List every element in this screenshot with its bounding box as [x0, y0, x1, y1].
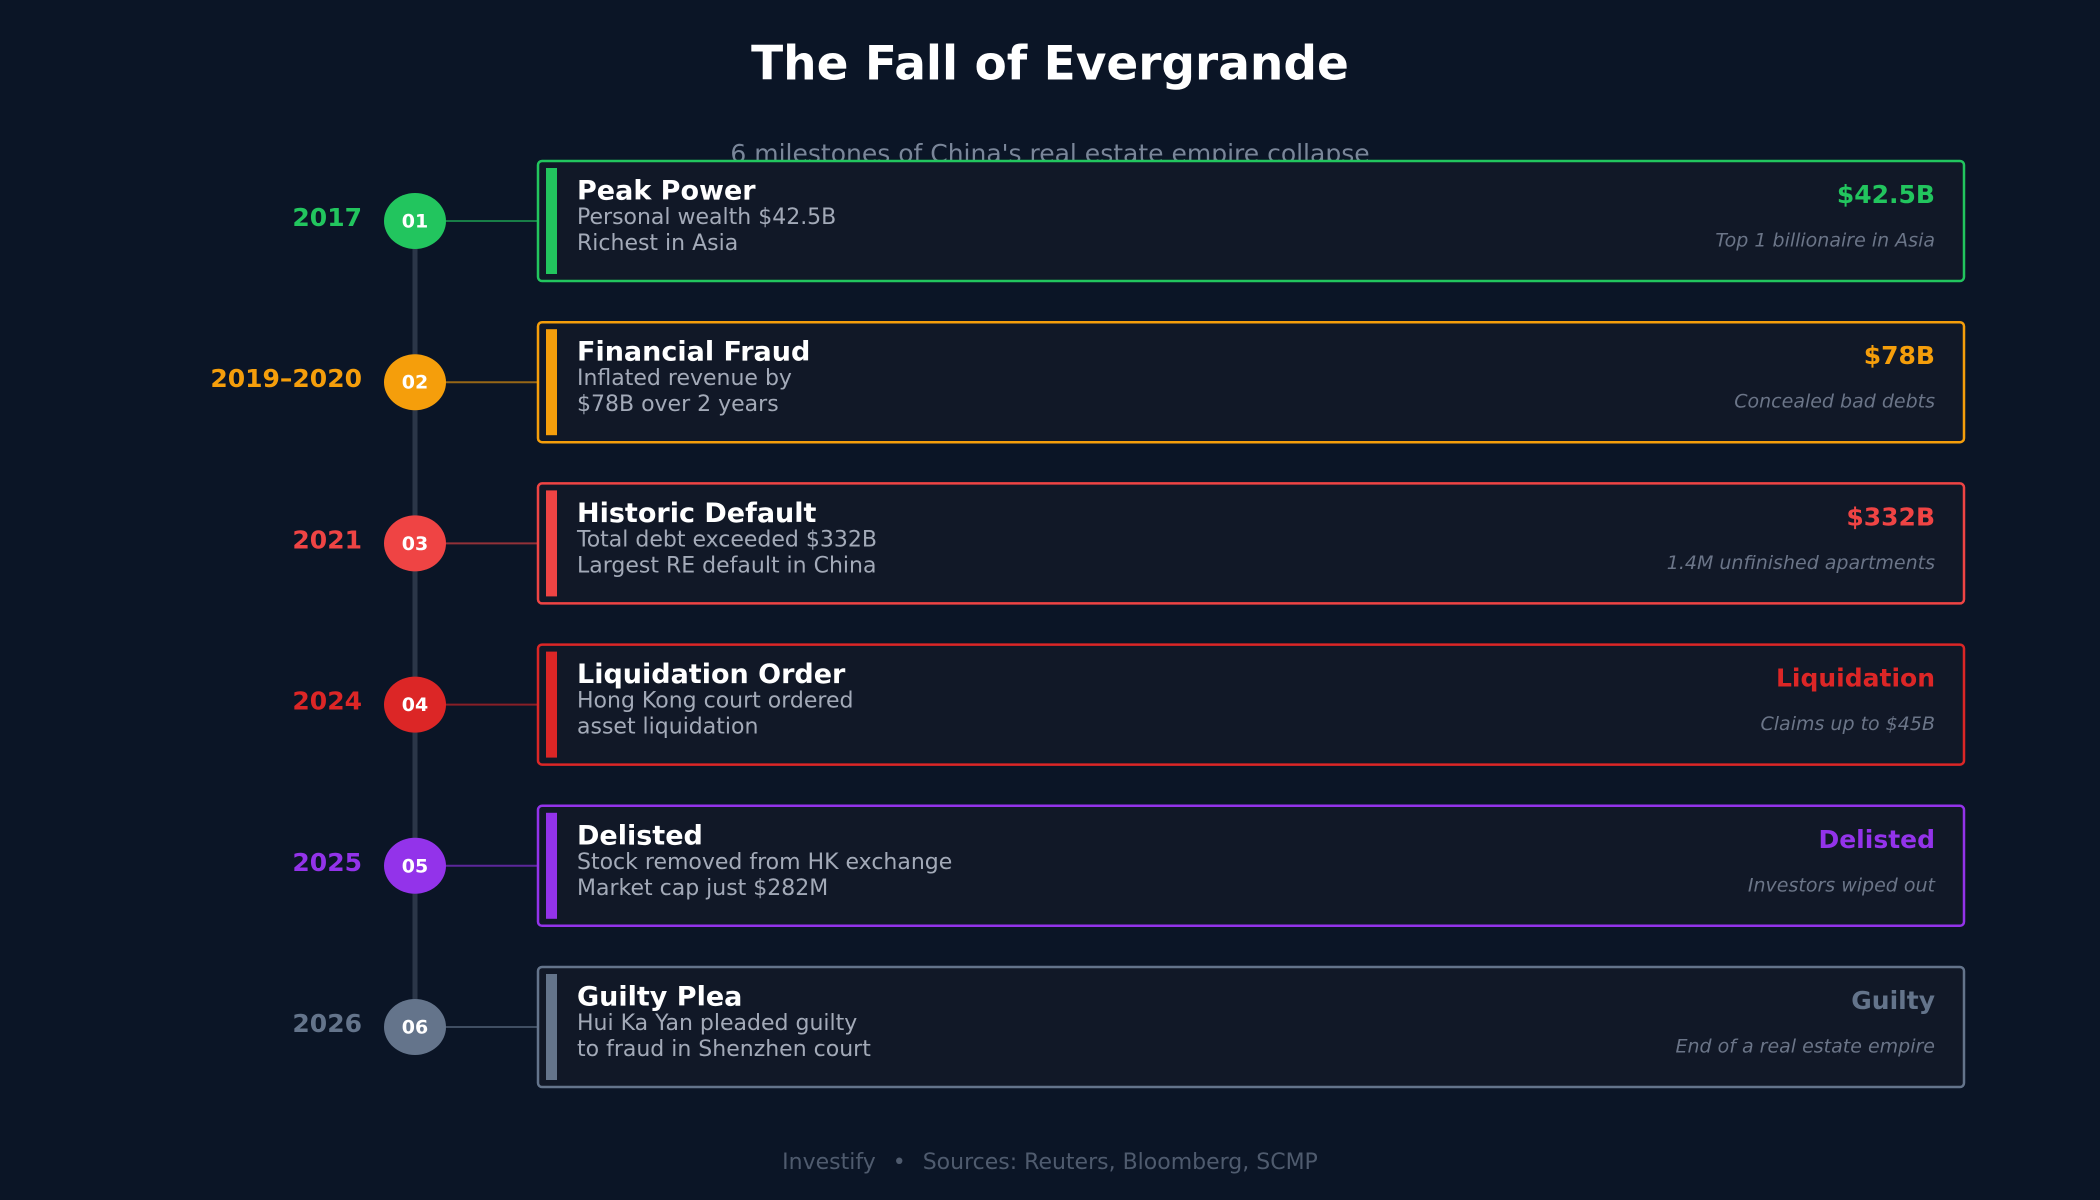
footer-separator: • [893, 1150, 906, 1175]
milestone-dot [384, 999, 446, 1055]
milestone-number: 01 [402, 211, 428, 233]
card-detail: Inflated revenue by [577, 366, 792, 391]
milestone-number: 05 [402, 855, 428, 877]
milestone-number: 04 [402, 694, 428, 716]
footer: Investify • Sources: Reuters, Bloomberg,… [782, 1150, 1318, 1175]
card-stat: Delisted [1818, 825, 1935, 854]
card-detail: Stock removed from HK exchange [577, 850, 952, 875]
card-detail: Hong Kong court ordered [577, 689, 853, 714]
milestone-dot [384, 837, 446, 894]
card-title: Historic Default [577, 498, 817, 529]
milestone-year: 2026 [292, 1009, 362, 1038]
card-detail: asset liquidation [577, 715, 758, 740]
milestone-year: 2017 [292, 203, 362, 232]
milestone-number: 02 [402, 372, 428, 394]
milestone-card [536, 965, 1966, 1089]
milestone-year: 2025 [292, 848, 362, 877]
title: The Fall of Evergrande [751, 37, 1349, 92]
card-detail: to fraud in Shenzhen court [577, 1037, 871, 1062]
card-stat: $42.5B [1837, 180, 1935, 209]
card-accent [546, 168, 557, 274]
milestone-dot [384, 193, 446, 249]
milestone-card [536, 320, 1966, 444]
card-note: Claims up to $45B [1761, 713, 1935, 735]
card-accent [546, 490, 557, 597]
milestone-card [536, 643, 1966, 766]
card-detail: Richest in Asia [577, 231, 738, 256]
card-note: Investors wiped out [1748, 874, 1937, 896]
card-note: Concealed bad debts [1734, 391, 1935, 413]
card-stat: $332B [1846, 502, 1935, 531]
milestone-year: 2021 [292, 525, 362, 554]
card-accent [546, 651, 557, 758]
card-title: Financial Fraud [577, 337, 810, 368]
card-note: 1.4M unfinished apartments [1667, 552, 1935, 574]
milestone-number: 03 [402, 533, 428, 555]
card-detail: Largest RE default in China [577, 553, 876, 578]
milestone-year: 2019–2020 [210, 364, 362, 393]
milestone-card [536, 804, 1966, 928]
card-detail: Personal wealth $42.5B [577, 205, 836, 230]
card-title: Guilty Plea [577, 982, 742, 1013]
milestone-dot [384, 676, 446, 733]
milestone-card [536, 482, 1966, 605]
card-stat: Liquidation [1776, 664, 1935, 693]
card-detail: Market cap just $282M [577, 876, 828, 901]
card-accent [546, 812, 557, 919]
card-accent [546, 974, 557, 1080]
card-title: Liquidation Order [577, 659, 846, 690]
card-title: Delisted [577, 820, 703, 851]
milestone-year: 2024 [292, 687, 362, 716]
card-stat: Guilty [1851, 986, 1935, 1015]
card-stat: $78B [1864, 341, 1935, 370]
card-note: End of a real estate empire [1675, 1036, 1935, 1058]
milestone-card [536, 159, 1966, 283]
card-detail: Hui Ka Yan pleaded guilty [577, 1011, 857, 1036]
card-detail: Total debt exceeded $332B [576, 527, 877, 552]
card-note: Top 1 billionaire in Asia [1715, 230, 1935, 252]
footer-brand: Investify [782, 1150, 876, 1175]
milestone-number: 06 [402, 1017, 428, 1039]
footer-sources: Sources: Reuters, Bloomberg, SCMP [923, 1150, 1318, 1175]
card-detail: $78B over 2 years [577, 392, 779, 417]
card-accent [546, 329, 557, 436]
card-title: Peak Power [577, 176, 756, 207]
milestone-dot [384, 515, 446, 572]
milestone-dot [384, 354, 446, 411]
